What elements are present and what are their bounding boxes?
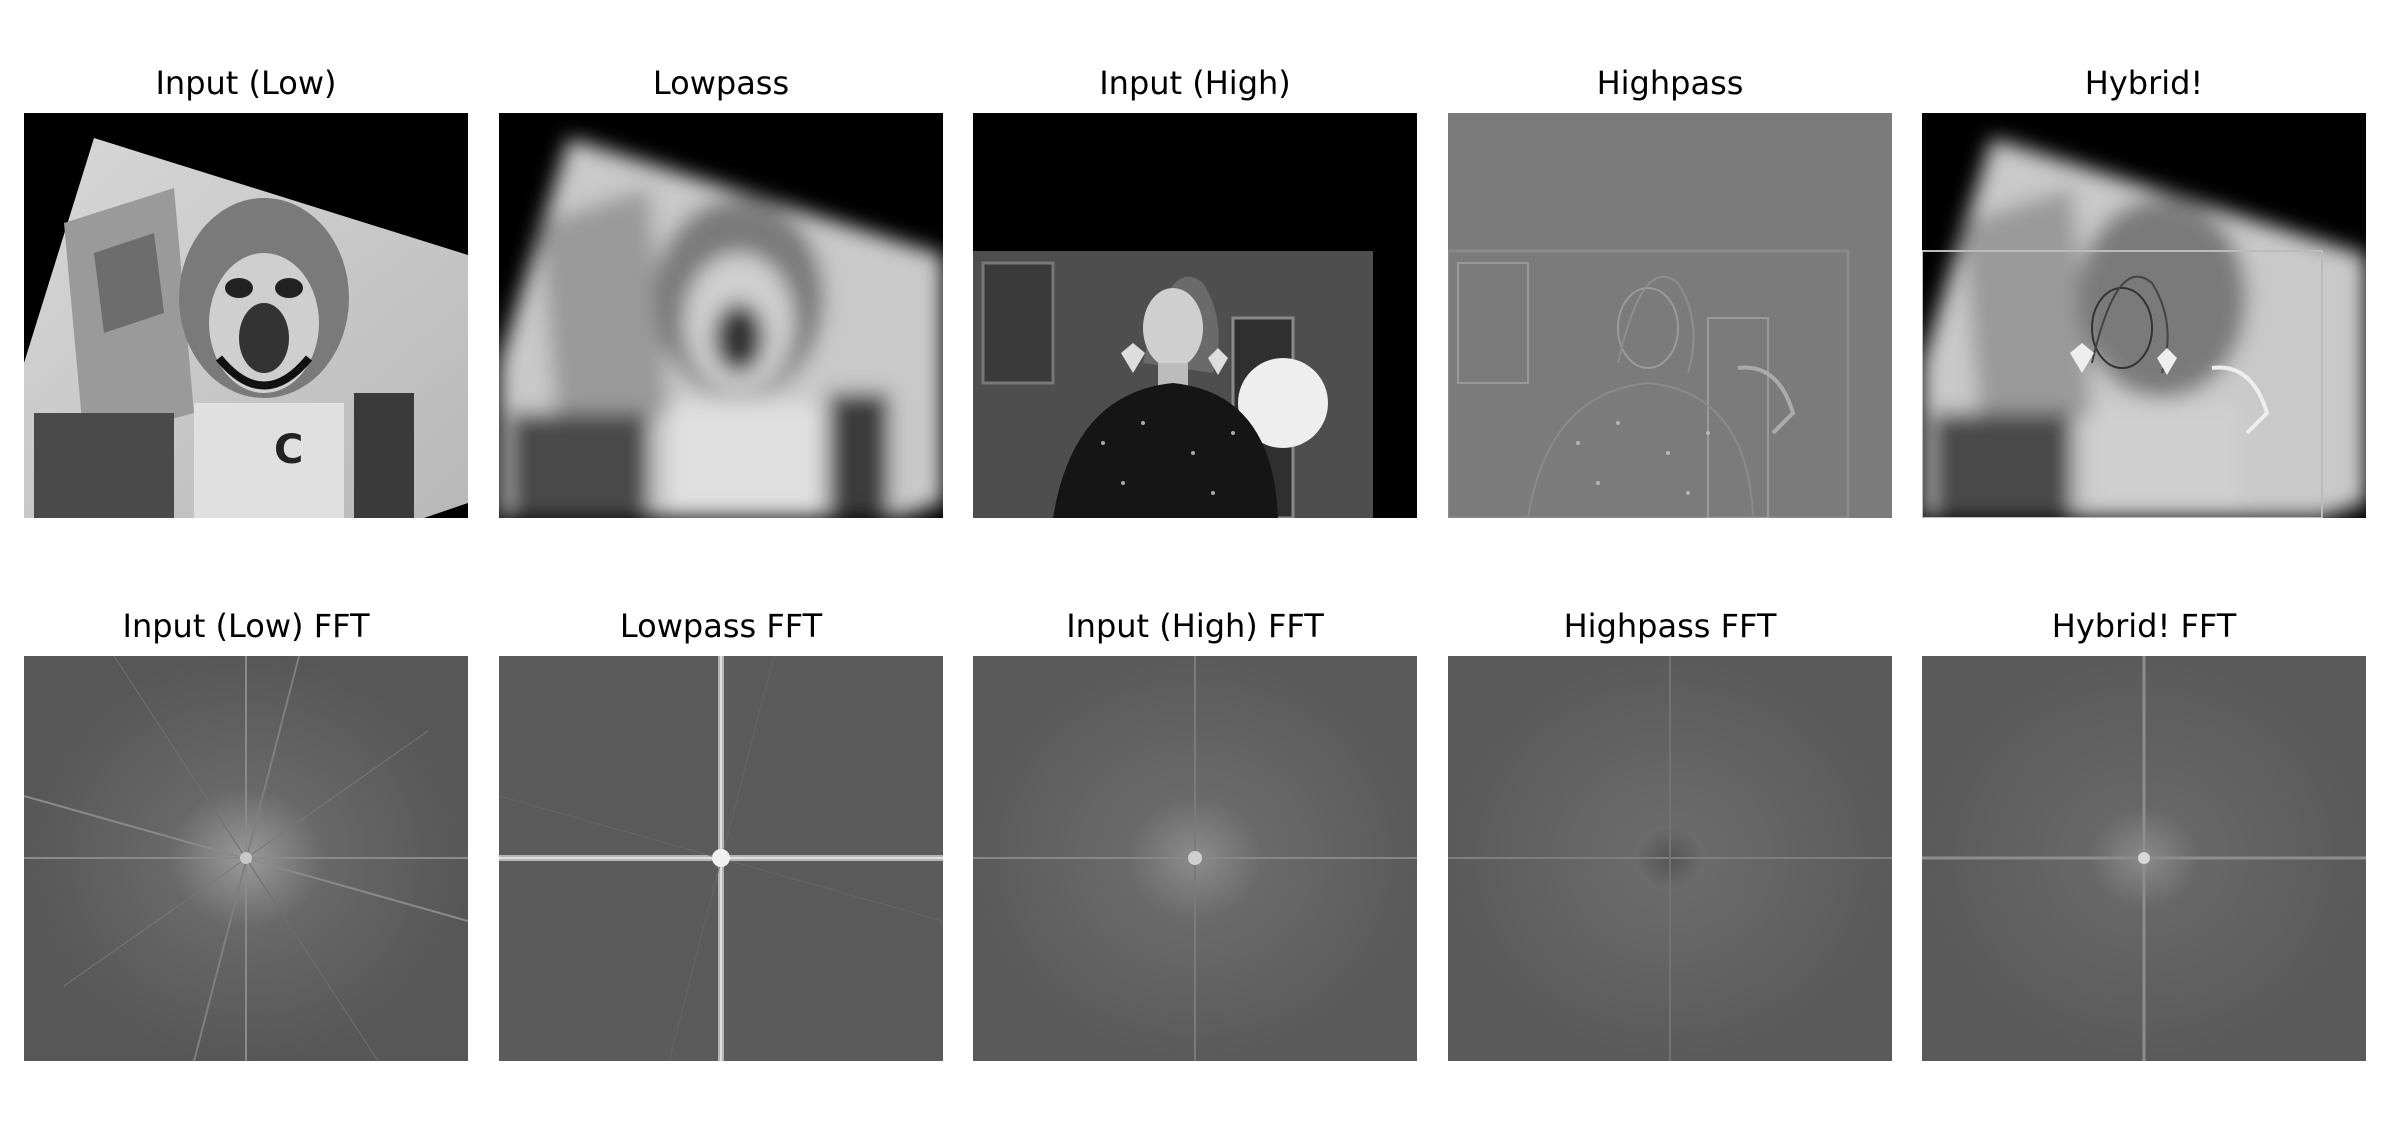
panel-title: Highpass [1596,64,1744,102]
panel-title: Hybrid! FFT [2051,607,2237,645]
lowpass-image [499,113,943,518]
fft-spectrum-image [1448,656,1892,1061]
panel-title: Input (High) [1099,64,1291,102]
fft-spectrum-image [1922,656,2366,1061]
svg-text:C: C [274,427,303,473]
panel-title: Input (Low) [155,64,337,102]
portrait-image [973,113,1417,518]
bear-mascot-image: C [24,113,468,518]
panel-title: Hybrid! [2084,64,2204,102]
fft-spectrum-image [499,656,943,1061]
hybrid-image [1922,113,2366,518]
panel-title: Input (High) FFT [1066,607,1324,645]
panel-title: Highpass FFT [1563,607,1777,645]
highpass-image [1448,113,1892,518]
panel-title: Lowpass FFT [619,607,823,645]
panel-title: Input (Low) FFT [122,607,370,645]
fft-spectrum-image [973,656,1417,1061]
fft-spectrum-image [24,656,468,1061]
panel-title: Lowpass [652,64,790,102]
